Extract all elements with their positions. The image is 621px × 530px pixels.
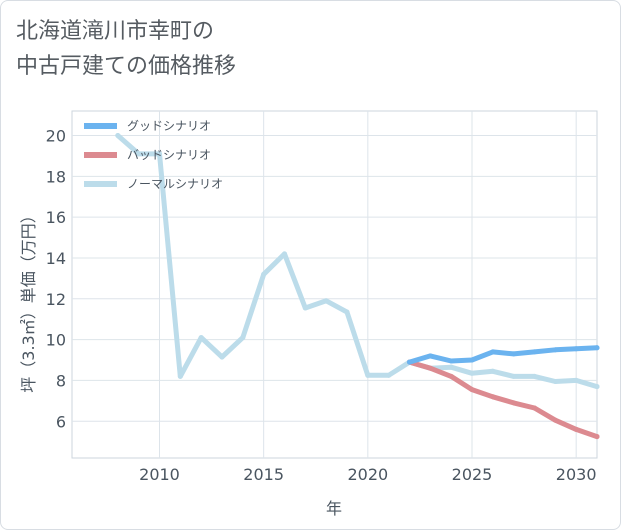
grid (72, 111, 597, 458)
data-point (407, 359, 412, 365)
data-point (490, 368, 496, 374)
chart-title-line-2: 中古戸建ての価格推移 (16, 54, 237, 79)
data-point (490, 349, 496, 355)
x-tick-label: 2010 (139, 465, 180, 484)
chart-title: 北海道滝川市幸町の 中古戸建ての価格推移 (16, 14, 236, 84)
y-tick-label: 8 (56, 371, 66, 390)
y-tick-label: 16 (46, 208, 66, 227)
x-tick-label: 2030 (556, 465, 597, 484)
series-line-2 (115, 133, 600, 390)
x-tick-label: 2015 (243, 465, 284, 484)
data-point (448, 364, 454, 370)
data-point (198, 335, 204, 341)
data-point (573, 426, 579, 432)
data-point (448, 373, 454, 379)
data-point (469, 370, 475, 376)
data-point (136, 151, 142, 157)
series-line-1 (407, 359, 600, 440)
y-tick-label: 6 (56, 412, 66, 431)
data-point (240, 335, 246, 341)
chart-title-line-1: 北海道滝川市幸町の (16, 19, 215, 44)
x-axis-ticks: 2010 2015 2020 2025 2030 (139, 465, 596, 484)
data-point (511, 373, 517, 379)
legend-label: グッドシナリオ (127, 119, 211, 133)
data-point (532, 373, 537, 379)
y-tick-label: 10 (46, 331, 66, 350)
data-point (594, 434, 600, 440)
series-line-0 (407, 345, 600, 365)
data-point (386, 372, 392, 378)
data-point (552, 378, 558, 384)
data-point (573, 346, 579, 352)
data-point (552, 417, 558, 423)
y-tick-label: 14 (46, 249, 66, 268)
data-point (427, 365, 433, 371)
x-tick-label: 2025 (452, 465, 493, 484)
data-point (365, 372, 371, 378)
data-point (532, 405, 537, 411)
data-point (261, 271, 267, 277)
data-point (594, 345, 600, 351)
y-axis-ticks: 6 8 10 12 14 16 18 20 (46, 126, 66, 431)
legend-label: ノーマルシナリオ (127, 177, 223, 191)
data-point (573, 377, 579, 383)
legend-label: バッドシナリオ (127, 148, 211, 162)
data-point (302, 305, 308, 311)
data-point (532, 349, 537, 355)
data-point (282, 251, 287, 257)
data-point (594, 384, 600, 390)
data-point (469, 357, 475, 363)
data-point (552, 347, 558, 353)
data-point (323, 298, 329, 304)
data-point (115, 132, 121, 138)
data-point (469, 387, 475, 393)
series-lines (115, 132, 600, 440)
y-tick-label: 20 (46, 126, 66, 145)
y-axis-title: 坪（3.3㎡）単価（万円） (19, 207, 38, 392)
data-point (448, 358, 454, 364)
data-point (219, 354, 225, 360)
x-axis-title: 年 (326, 499, 342, 518)
data-point (490, 394, 496, 400)
data-point (511, 351, 517, 357)
data-point (344, 309, 350, 315)
y-tick-label: 12 (46, 290, 66, 309)
data-point (157, 151, 162, 157)
x-tick-label: 2020 (347, 465, 388, 484)
data-point (427, 353, 433, 359)
data-point (177, 373, 183, 379)
y-tick-label: 18 (46, 167, 66, 186)
data-point (511, 400, 517, 406)
